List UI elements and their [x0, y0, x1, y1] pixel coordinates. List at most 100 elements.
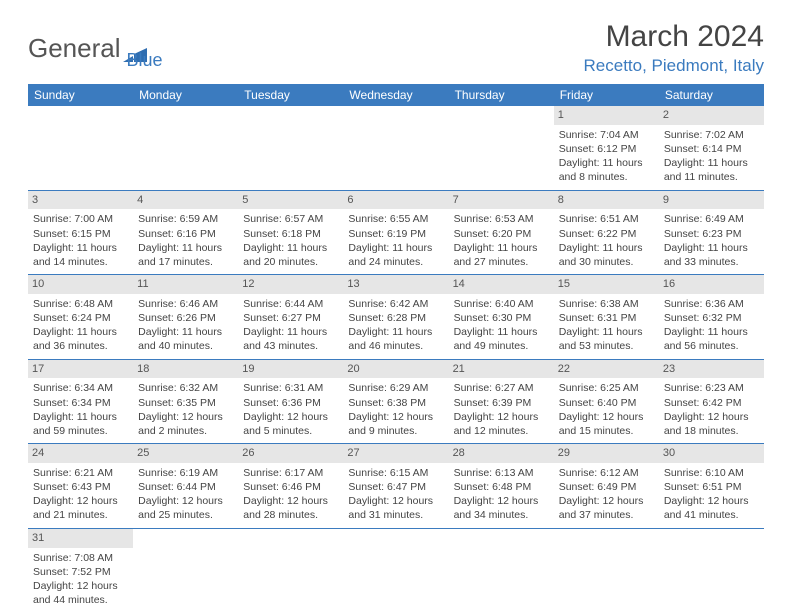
- sunrise-text: Sunrise: 6:25 AM: [559, 381, 654, 395]
- calendar-cell: 3Sunrise: 7:00 AMSunset: 6:15 PMDaylight…: [28, 190, 133, 275]
- calendar-cell: 21Sunrise: 6:27 AMSunset: 6:39 PMDayligh…: [449, 359, 554, 444]
- calendar-cell: 30Sunrise: 6:10 AMSunset: 6:51 PMDayligh…: [659, 444, 764, 529]
- sunset-text: Sunset: 6:42 PM: [664, 396, 759, 410]
- sunrise-text: Sunrise: 6:49 AM: [664, 212, 759, 226]
- sunrise-text: Sunrise: 6:48 AM: [33, 297, 128, 311]
- daylight-text: Daylight: 11 hours and 46 minutes.: [348, 325, 443, 353]
- sunset-text: Sunset: 6:49 PM: [559, 480, 654, 494]
- day-number: 17: [28, 360, 133, 379]
- day-header: Friday: [554, 84, 659, 106]
- calendar-cell: 20Sunrise: 6:29 AMSunset: 6:38 PMDayligh…: [343, 359, 448, 444]
- title-block: March 2024 Recetto, Piedmont, Italy: [584, 20, 764, 76]
- day-number: 23: [659, 360, 764, 379]
- day-number: 10: [28, 275, 133, 294]
- calendar-cell: 2Sunrise: 7:02 AMSunset: 6:14 PMDaylight…: [659, 106, 764, 190]
- daylight-text: Daylight: 11 hours and 33 minutes.: [664, 241, 759, 269]
- sunset-text: Sunset: 6:39 PM: [454, 396, 549, 410]
- daylight-text: Daylight: 11 hours and 27 minutes.: [454, 241, 549, 269]
- day-number: 2: [659, 106, 764, 125]
- sunrise-text: Sunrise: 6:46 AM: [138, 297, 233, 311]
- calendar-cell: 22Sunrise: 6:25 AMSunset: 6:40 PMDayligh…: [554, 359, 659, 444]
- sunset-text: Sunset: 6:27 PM: [243, 311, 338, 325]
- sunset-text: Sunset: 6:51 PM: [664, 480, 759, 494]
- daylight-text: Daylight: 11 hours and 36 minutes.: [33, 325, 128, 353]
- day-number: 19: [238, 360, 343, 379]
- sunset-text: Sunset: 6:40 PM: [559, 396, 654, 410]
- calendar-cell: 12Sunrise: 6:44 AMSunset: 6:27 PMDayligh…: [238, 275, 343, 360]
- sunrise-text: Sunrise: 6:21 AM: [33, 466, 128, 480]
- calendar-cell: [133, 528, 238, 612]
- day-number: 31: [28, 529, 133, 548]
- calendar-row: 17Sunrise: 6:34 AMSunset: 6:34 PMDayligh…: [28, 359, 764, 444]
- sunset-text: Sunset: 6:32 PM: [664, 311, 759, 325]
- sunset-text: Sunset: 6:31 PM: [559, 311, 654, 325]
- sunrise-text: Sunrise: 6:31 AM: [243, 381, 338, 395]
- sunrise-text: Sunrise: 6:51 AM: [559, 212, 654, 226]
- sunrise-text: Sunrise: 6:55 AM: [348, 212, 443, 226]
- daylight-text: Daylight: 11 hours and 53 minutes.: [559, 325, 654, 353]
- calendar-cell: 5Sunrise: 6:57 AMSunset: 6:18 PMDaylight…: [238, 190, 343, 275]
- sunset-text: Sunset: 6:46 PM: [243, 480, 338, 494]
- sunrise-text: Sunrise: 6:32 AM: [138, 381, 233, 395]
- sunset-text: Sunset: 6:24 PM: [33, 311, 128, 325]
- calendar-cell: [238, 528, 343, 612]
- daylight-text: Daylight: 11 hours and 59 minutes.: [33, 410, 128, 438]
- day-number: 22: [554, 360, 659, 379]
- day-header: Saturday: [659, 84, 764, 106]
- sunset-text: Sunset: 6:48 PM: [454, 480, 549, 494]
- daylight-text: Daylight: 11 hours and 43 minutes.: [243, 325, 338, 353]
- day-number: 14: [449, 275, 554, 294]
- calendar-row: 1Sunrise: 7:04 AMSunset: 6:12 PMDaylight…: [28, 106, 764, 190]
- calendar-cell: [238, 106, 343, 190]
- sunrise-text: Sunrise: 7:08 AM: [33, 551, 128, 565]
- day-number: 26: [238, 444, 343, 463]
- location: Recetto, Piedmont, Italy: [584, 56, 764, 76]
- sunrise-text: Sunrise: 6:59 AM: [138, 212, 233, 226]
- daylight-text: Daylight: 11 hours and 30 minutes.: [559, 241, 654, 269]
- sunrise-text: Sunrise: 6:34 AM: [33, 381, 128, 395]
- sunrise-text: Sunrise: 6:19 AM: [138, 466, 233, 480]
- logo: General Blue: [28, 26, 163, 71]
- calendar-table: SundayMondayTuesdayWednesdayThursdayFrid…: [28, 84, 764, 612]
- daylight-text: Daylight: 12 hours and 34 minutes.: [454, 494, 549, 522]
- sunset-text: Sunset: 6:43 PM: [33, 480, 128, 494]
- calendar-cell: 10 Sunrise: 6:48 AMSunset: 6:24 PMDayligh…: [28, 275, 133, 360]
- calendar-cell: [449, 106, 554, 190]
- calendar-cell: 17Sunrise: 6:34 AMSunset: 6:34 PMDayligh…: [28, 359, 133, 444]
- day-number: 5: [238, 191, 343, 210]
- daylight-text: Daylight: 11 hours and 49 minutes.: [454, 325, 549, 353]
- sunrise-text: Sunrise: 6:29 AM: [348, 381, 443, 395]
- calendar-cell: 24Sunrise: 6:21 AMSunset: 6:43 PMDayligh…: [28, 444, 133, 529]
- daylight-text: Daylight: 12 hours and 12 minutes.: [454, 410, 549, 438]
- daylight-text: Daylight: 11 hours and 17 minutes.: [138, 241, 233, 269]
- calendar-cell: 14Sunrise: 6:40 AMSunset: 6:30 PMDayligh…: [449, 275, 554, 360]
- daylight-text: Daylight: 11 hours and 14 minutes.: [33, 241, 128, 269]
- day-number: 16: [659, 275, 764, 294]
- sunset-text: Sunset: 6:47 PM: [348, 480, 443, 494]
- day-number: 28: [449, 444, 554, 463]
- calendar-cell: 4Sunrise: 6:59 AMSunset: 6:16 PMDaylight…: [133, 190, 238, 275]
- daylight-text: Daylight: 12 hours and 5 minutes.: [243, 410, 338, 438]
- day-number: 6: [343, 191, 448, 210]
- day-number: 15: [554, 275, 659, 294]
- calendar-cell: 28Sunrise: 6:13 AMSunset: 6:48 PMDayligh…: [449, 444, 554, 529]
- calendar-cell: 9Sunrise: 6:49 AMSunset: 6:23 PMDaylight…: [659, 190, 764, 275]
- day-number: 25: [133, 444, 238, 463]
- day-header: Tuesday: [238, 84, 343, 106]
- day-number: 9: [659, 191, 764, 210]
- sunset-text: Sunset: 6:20 PM: [454, 227, 549, 241]
- day-number: 13: [343, 275, 448, 294]
- sunrise-text: Sunrise: 6:53 AM: [454, 212, 549, 226]
- calendar-cell: 11Sunrise: 6:46 AMSunset: 6:26 PMDayligh…: [133, 275, 238, 360]
- calendar-cell: 18Sunrise: 6:32 AMSunset: 6:35 PMDayligh…: [133, 359, 238, 444]
- day-header: Sunday: [28, 84, 133, 106]
- daylight-text: Daylight: 12 hours and 41 minutes.: [664, 494, 759, 522]
- sunset-text: Sunset: 6:30 PM: [454, 311, 549, 325]
- sunrise-text: Sunrise: 7:04 AM: [559, 128, 654, 142]
- sunset-text: Sunset: 6:15 PM: [33, 227, 128, 241]
- logo-text-blue: Blue: [127, 50, 163, 71]
- daylight-text: Daylight: 11 hours and 11 minutes.: [664, 156, 759, 184]
- sunrise-text: Sunrise: 6:23 AM: [664, 381, 759, 395]
- day-number: 29: [554, 444, 659, 463]
- calendar-cell: 7Sunrise: 6:53 AMSunset: 6:20 PMDaylight…: [449, 190, 554, 275]
